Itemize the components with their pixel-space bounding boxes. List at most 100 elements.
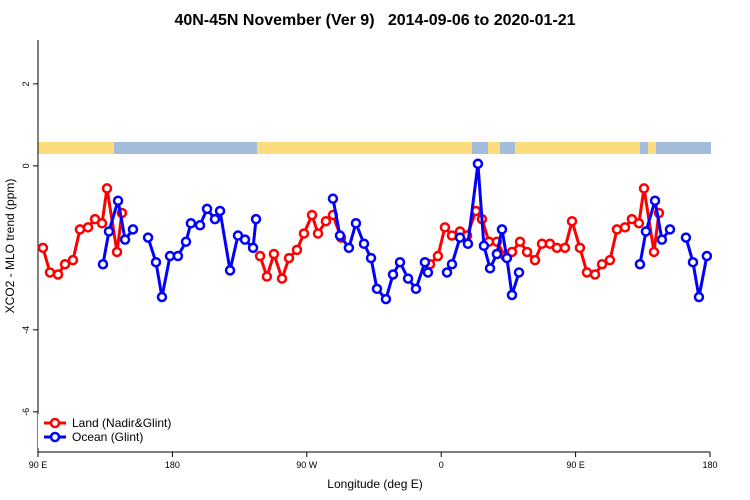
point (649, 195, 661, 206)
point (52, 269, 64, 280)
point (589, 269, 601, 280)
y-tick-label: 2 (21, 81, 31, 86)
point (306, 209, 318, 221)
point (276, 273, 288, 284)
point (261, 271, 273, 282)
point (283, 252, 295, 264)
point (521, 246, 533, 258)
point (250, 213, 262, 225)
point (247, 242, 259, 254)
point (67, 254, 79, 266)
point (648, 246, 660, 258)
x-tick-label: 90 E (566, 460, 585, 470)
point (74, 224, 86, 235)
point (59, 258, 71, 270)
surface-strip (38, 142, 711, 154)
point (327, 193, 339, 204)
point (496, 224, 508, 235)
legend-marker (49, 431, 61, 443)
point (150, 256, 162, 268)
point (638, 183, 650, 194)
point (462, 238, 474, 249)
point (619, 222, 631, 233)
x-tick-label: 0 (439, 460, 444, 470)
point (611, 224, 623, 235)
point (701, 250, 713, 262)
legend-marker (49, 417, 61, 429)
point (559, 242, 571, 254)
point (687, 256, 699, 268)
point (446, 230, 458, 241)
point (529, 254, 541, 266)
point (551, 242, 563, 254)
point (656, 234, 668, 245)
point (96, 217, 108, 229)
point (596, 258, 608, 270)
x-tick-label: 90 W (296, 460, 318, 470)
x-tick-label: 180 (702, 460, 717, 470)
legend-label: Ocean (Glint) (72, 430, 143, 444)
point (513, 267, 525, 278)
point (441, 267, 453, 278)
point (156, 291, 168, 303)
point (574, 242, 586, 254)
point (506, 289, 518, 301)
x-axis-label: Longitude (deg E) (327, 477, 422, 491)
point (634, 258, 646, 270)
point (119, 234, 131, 245)
point (268, 248, 280, 260)
point (37, 242, 49, 254)
point (432, 250, 444, 262)
point (387, 269, 399, 280)
legend-label: Land (Nadir&Glint) (72, 416, 171, 430)
point (214, 205, 226, 217)
point (298, 228, 310, 239)
point (501, 252, 513, 264)
point (581, 267, 593, 278)
point (439, 222, 451, 233)
point (343, 242, 355, 254)
point (566, 215, 578, 227)
point (209, 213, 221, 225)
point (334, 230, 346, 241)
point (194, 220, 206, 231)
point (44, 267, 56, 278)
y-axis-label: XCO2 - MLO trend (ppm) (3, 179, 17, 314)
point (312, 228, 324, 239)
point (82, 222, 94, 233)
point (484, 263, 496, 274)
chart-title: 40N-45N November (Ver 9) 2014-09-06 to 2… (174, 12, 575, 29)
point (254, 250, 266, 262)
point (472, 158, 484, 170)
point (185, 217, 197, 229)
point (422, 267, 434, 278)
point (410, 283, 422, 295)
point (478, 240, 490, 252)
point (380, 293, 392, 305)
point (112, 195, 124, 206)
point (604, 254, 616, 266)
point (239, 234, 251, 245)
x-tick-label: 90 E (29, 460, 48, 470)
point (402, 273, 414, 284)
point (320, 215, 332, 227)
point (103, 226, 115, 237)
y-tick-label: -6 (21, 408, 31, 416)
point (680, 232, 692, 243)
point (514, 236, 526, 247)
point (664, 224, 676, 235)
point (394, 256, 406, 268)
point (419, 256, 431, 268)
legend-box (38, 414, 188, 448)
point (224, 265, 236, 276)
point (201, 203, 213, 215)
point (127, 224, 139, 235)
x-tick-label: 180 (165, 460, 180, 470)
point (371, 283, 383, 295)
point (180, 236, 192, 247)
point (350, 217, 362, 229)
point (640, 226, 652, 237)
point (491, 248, 503, 260)
point (291, 244, 303, 256)
point (358, 238, 370, 249)
